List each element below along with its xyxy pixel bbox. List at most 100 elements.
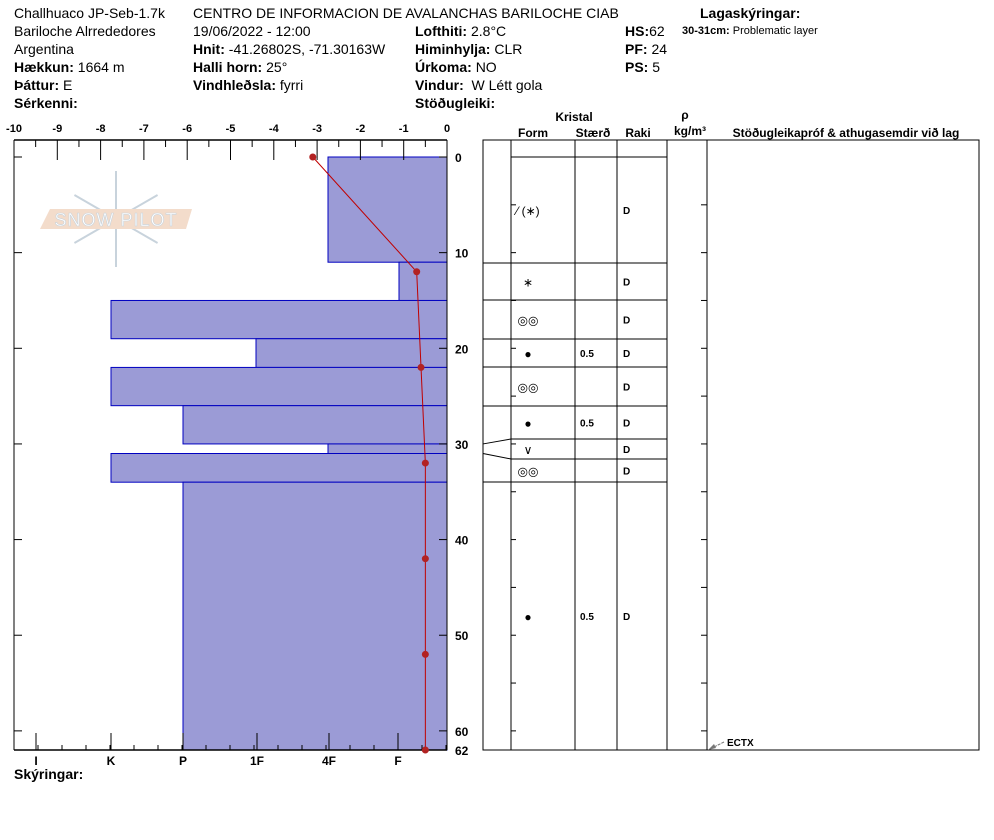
layer-depth-connector xyxy=(482,453,512,460)
location-name: Challhuaco JP-Seb-1.7k xyxy=(14,5,165,21)
depth-tick-label: 0 xyxy=(455,151,462,165)
depth-tick-label: 60 xyxy=(455,725,469,739)
grain-form-symbol: ∨ xyxy=(524,443,533,457)
temperature-point xyxy=(413,268,421,276)
wind-loading: Vindhleðsla: fyrri xyxy=(193,77,304,93)
stability: Stöðugleiki: xyxy=(415,95,496,111)
region: Bariloche Alrrededores xyxy=(14,23,156,39)
hardness-bar xyxy=(327,443,448,455)
grain-form-symbol: ◎◎ xyxy=(518,465,539,479)
moisture: D xyxy=(623,467,630,478)
temp-tick-label: -5 xyxy=(226,123,236,135)
grain-form-symbol: ◎◎ xyxy=(518,381,539,395)
legend-label: Skýringar: xyxy=(14,766,84,782)
logo-banner xyxy=(40,209,192,229)
country: Argentina xyxy=(14,41,74,57)
grain-form-symbol: ● xyxy=(524,347,531,361)
moisture: D xyxy=(623,445,630,456)
wind: Vindur: W Létt gola xyxy=(415,77,543,93)
table-header-crystal: Kristal xyxy=(555,110,592,124)
table-header-form: Form xyxy=(518,126,548,140)
hardness-bar xyxy=(255,338,448,368)
hardness-tick-label: K xyxy=(107,754,116,768)
table-header-moisture: Raki xyxy=(625,126,650,140)
moisture: D xyxy=(623,612,630,623)
organization: CENTRO DE INFORMACION DE AVALANCHAS BARI… xyxy=(193,5,619,21)
temperature-point xyxy=(421,746,429,754)
temperature-point xyxy=(309,153,317,161)
grain-form-symbol: ● xyxy=(524,417,531,431)
sky-cover: Himinhylja: CLR xyxy=(415,41,523,57)
moisture: D xyxy=(623,349,630,360)
hardness-tick-label: F xyxy=(394,754,401,768)
hardness-bar xyxy=(182,481,448,751)
air-temp: Lofthiti: 2.8°C xyxy=(415,23,507,39)
temp-tick-label: -10 xyxy=(6,123,22,135)
temp-tick-label: -7 xyxy=(139,123,149,135)
ski-penetration: PS: 5 xyxy=(625,59,661,75)
temp-tick-label: -3 xyxy=(312,123,322,135)
temp-tick-label: -2 xyxy=(356,123,366,135)
depth-tick-label: 30 xyxy=(455,438,469,452)
temp-tick-label: -8 xyxy=(96,123,106,135)
precipitation: Úrkoma: NO xyxy=(415,59,497,75)
coordinates: Hnit: -41.26802S, -71.30163W xyxy=(193,41,386,57)
grain-size: 0.5 xyxy=(580,612,594,623)
temperature-point xyxy=(417,363,425,371)
snow-height: HS:62 xyxy=(625,23,665,39)
hardness-tick-label: 1F xyxy=(250,754,264,768)
layer-note: 30-31cm: Problematic layer xyxy=(682,25,818,37)
hardness-bar xyxy=(110,366,448,407)
temp-tick-label: -6 xyxy=(182,123,192,135)
temperature-point xyxy=(421,555,429,563)
stability-test-result: ECTX xyxy=(727,738,754,749)
grain-size: 0.5 xyxy=(580,419,594,430)
moisture: D xyxy=(623,419,630,430)
hardness-tick-label: 4F xyxy=(322,754,336,768)
temp-tick-label: -1 xyxy=(399,123,409,135)
foot-penetration: PF: 24 xyxy=(625,41,668,57)
datetime: 19/06/2022 - 12:00 xyxy=(193,23,311,39)
layer-table-frame xyxy=(482,139,980,751)
snow-pilot-logo: SNOW PILOT xyxy=(40,171,192,267)
hardness-tick-label: P xyxy=(179,754,187,768)
temp-tick-label: -4 xyxy=(269,123,280,135)
moisture: D xyxy=(623,316,630,327)
moisture: D xyxy=(623,206,630,217)
depth-tick-label: 50 xyxy=(455,629,469,643)
layer-notes-title: Lagaskýringar: xyxy=(700,5,801,21)
aspect: Þáttur: E xyxy=(14,77,73,93)
grain-form-symbol: ◎◎ xyxy=(518,314,539,328)
hardness-bar xyxy=(327,156,448,263)
grain-form-symbol: ∗ xyxy=(523,276,533,290)
grain-form-symbol: ● xyxy=(524,610,531,624)
hardness-bar xyxy=(398,261,448,301)
hardness-bar xyxy=(110,453,448,483)
temperature-point xyxy=(421,650,429,658)
slope-angle: Halli horn: 25° xyxy=(193,59,288,75)
depth-tick-label: 40 xyxy=(455,534,469,548)
layer-depth-connector xyxy=(482,438,512,445)
table-header-density_unit: kg/m³ xyxy=(674,124,706,138)
temp-tick-label: -9 xyxy=(52,123,62,135)
elevation: Hækkun: 1664 m xyxy=(14,59,125,75)
grain-form-symbol: ⁄ (∗) xyxy=(513,204,539,218)
table-header-size: Stærð xyxy=(576,126,611,140)
hardness-bar xyxy=(182,405,448,445)
temperature-point xyxy=(421,459,429,467)
logo-text: SNOW PILOT xyxy=(54,210,177,230)
hardness-tick-label: I xyxy=(34,754,37,768)
features: Sérkenni: xyxy=(14,95,78,111)
table-header-rho: ρ xyxy=(681,108,688,122)
depth-tick-label: 62 xyxy=(455,744,469,758)
moisture: D xyxy=(623,278,630,289)
depth-tick-label: 20 xyxy=(455,342,469,356)
depth-tick-label: 10 xyxy=(455,247,469,261)
table-header-comments: Stöðugleikapróf & athugasemdir við lag xyxy=(733,126,960,140)
hardness-bar xyxy=(110,299,448,340)
temp-tick-label: 0 xyxy=(444,123,450,135)
moisture: D xyxy=(623,383,630,394)
grain-size: 0.5 xyxy=(580,349,594,360)
